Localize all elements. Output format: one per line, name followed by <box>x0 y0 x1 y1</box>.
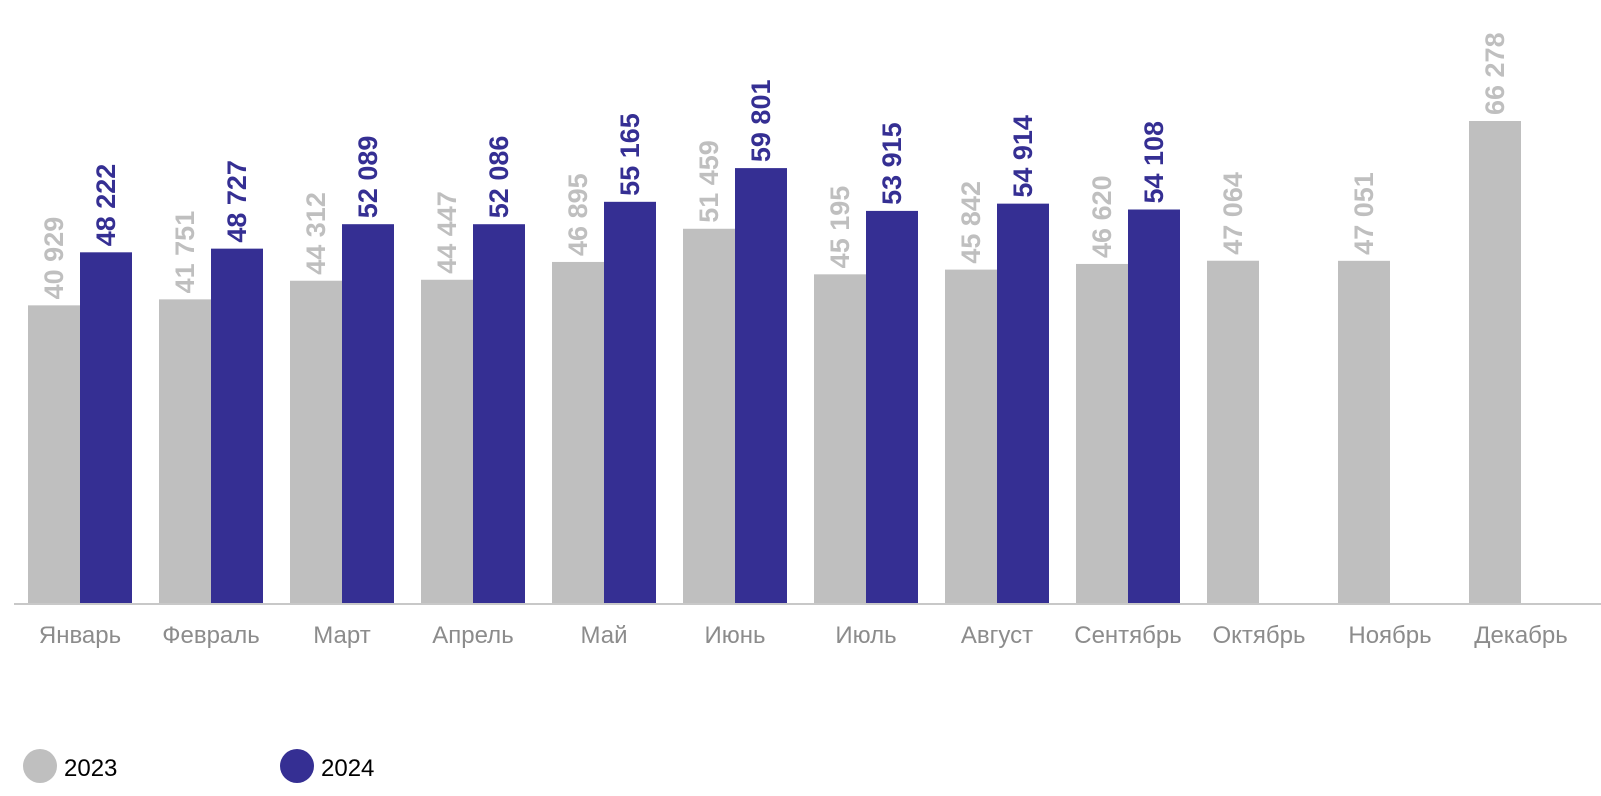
bar-2023-Сентябрь <box>1076 263 1128 603</box>
x-tick-label: Октябрь <box>1212 622 1305 649</box>
bar-2023-Октябрь <box>1207 260 1259 603</box>
x-tick-label: Март <box>313 622 370 649</box>
value-label-2024-Июль: 53 915 <box>877 122 907 205</box>
bar-2024-Август <box>997 203 1049 603</box>
x-tick-label: Август <box>961 622 1033 649</box>
bar-2024-Июль <box>866 210 918 603</box>
x-tick-label: Февраль <box>162 622 260 649</box>
value-label-2023-Август: 45 842 <box>956 181 986 264</box>
bar-2023-Июнь <box>683 228 735 604</box>
value-label-2023-Февраль: 41 751 <box>170 211 200 294</box>
value-label-2023-Декабрь: 66 278 <box>1480 32 1510 115</box>
legend-label-2024: 2024 <box>321 755 374 782</box>
value-label-2024-Август: 54 914 <box>1008 115 1038 198</box>
bar-2024-Январь <box>80 252 132 603</box>
legend-swatch-2023 <box>23 749 57 783</box>
legend: 2023 2024 <box>23 749 374 783</box>
bar-2023-Январь <box>28 305 80 603</box>
bar-2024-Апрель <box>473 224 525 603</box>
value-label-2024-Февраль: 48 727 <box>222 160 252 243</box>
x-tick-label: Ноябрь <box>1348 622 1431 649</box>
bar-2023-Февраль <box>159 299 211 603</box>
bars-layer <box>28 121 1521 604</box>
value-label-2024-Май: 55 165 <box>615 113 645 196</box>
value-label-2023-Март: 44 312 <box>301 192 331 275</box>
value-label-2023-Апрель: 44 447 <box>432 191 462 274</box>
value-label-2023-Июнь: 51 459 <box>694 140 724 223</box>
value-label-2023-Июль: 45 195 <box>825 186 855 269</box>
bar-2023-Декабрь <box>1469 121 1521 603</box>
bar-2023-Ноябрь <box>1338 260 1390 603</box>
x-tick-label: Январь <box>39 622 121 649</box>
bar-2024-Февраль <box>211 248 263 603</box>
legend-label-2023: 2023 <box>64 755 117 782</box>
value-label-2024-Сентябрь: 54 108 <box>1139 121 1169 204</box>
x-tick-label: Сентябрь <box>1074 622 1182 649</box>
bar-2023-Май <box>552 261 604 603</box>
x-tick-label: Декабрь <box>1474 622 1568 649</box>
x-tick-label: Июль <box>835 622 896 649</box>
bar-2023-Март <box>290 280 342 603</box>
value-label-2023-Октябрь: 47 064 <box>1218 172 1248 255</box>
x-tick-label: Июнь <box>704 622 765 649</box>
x-tick-labels: Январь Февраль Март Апрель Май Июнь Июль Август… <box>39 622 1568 649</box>
x-tick-label: Май <box>580 622 627 649</box>
x-tick-label: Апрель <box>432 622 513 649</box>
value-label-2024-Апрель: 52 086 <box>484 136 514 219</box>
bar-2024-Июнь <box>735 168 787 603</box>
legend-swatch-2024 <box>280 749 314 783</box>
bar-2024-Май <box>604 201 656 603</box>
bar-2024-Сентябрь <box>1128 209 1180 604</box>
value-labels-layer: 40 929 48 222 41 751 48 727 44 312 52 089 44 4… <box>39 32 1510 299</box>
bar-2023-Август <box>945 269 997 603</box>
bar-2024-Март <box>342 224 394 603</box>
bar-2023-Апрель <box>421 279 473 603</box>
bar-2023-Июль <box>814 274 866 603</box>
value-label-2023-Январь: 40 929 <box>39 217 69 300</box>
value-label-2023-Сентябрь: 46 620 <box>1087 175 1117 258</box>
value-label-2024-Июнь: 59 801 <box>746 80 776 163</box>
value-label-2023-Май: 46 895 <box>563 173 593 256</box>
value-label-2024-Январь: 48 222 <box>91 164 121 247</box>
value-label-2024-Март: 52 089 <box>353 136 383 219</box>
value-label-2023-Ноябрь: 47 051 <box>1349 172 1379 255</box>
